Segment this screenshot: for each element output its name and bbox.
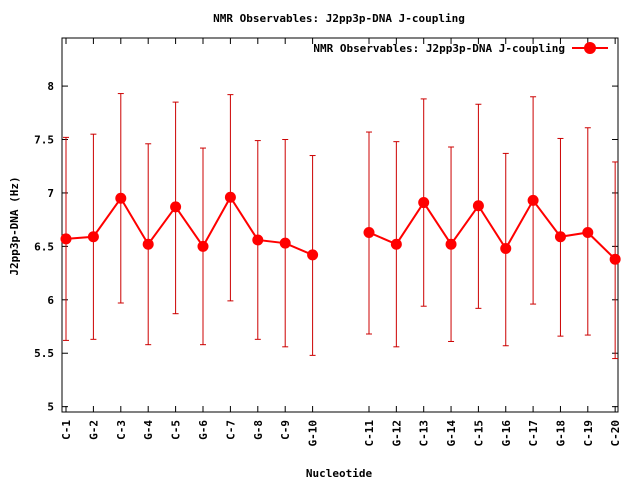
data-point bbox=[170, 201, 182, 213]
legend-label: NMR Observables: J2pp3p-DNA J-coupling bbox=[313, 42, 565, 55]
data-point bbox=[87, 231, 99, 243]
plot-frame bbox=[61, 37, 619, 413]
data-point bbox=[279, 237, 291, 249]
y-tick-label: 5 bbox=[47, 401, 54, 414]
data-point bbox=[445, 238, 457, 250]
x-tick-label: G-4 bbox=[142, 420, 155, 440]
data-point bbox=[609, 253, 621, 265]
data-point bbox=[472, 200, 484, 212]
y-tick-label: 6.5 bbox=[34, 240, 54, 253]
data-point bbox=[500, 243, 512, 255]
y-tick-label: 6 bbox=[47, 294, 54, 307]
x-tick-label: G-12 bbox=[390, 420, 403, 447]
x-tick-label: C-13 bbox=[418, 420, 431, 447]
data-point bbox=[115, 192, 127, 204]
data-point bbox=[418, 197, 430, 209]
x-tick-label: G-10 bbox=[307, 420, 320, 447]
x-axis-title: Nucleotide bbox=[306, 467, 373, 480]
legend: NMR Observables: J2pp3p-DNA J-coupling bbox=[313, 42, 608, 55]
y-tick-label: 8 bbox=[47, 80, 54, 93]
x-tick-label: G-18 bbox=[554, 420, 567, 447]
x-tick-label: G-14 bbox=[445, 420, 458, 447]
data-point bbox=[197, 240, 209, 252]
x-tick-label: C-11 bbox=[363, 420, 376, 447]
data-point bbox=[554, 231, 566, 243]
data-point bbox=[224, 191, 236, 203]
chart-title: NMR Observables: J2pp3p-DNA J-coupling bbox=[213, 12, 465, 25]
x-tick-label: C-17 bbox=[527, 420, 540, 447]
series-line bbox=[65, 195, 313, 256]
x-tick-label: C-7 bbox=[224, 420, 237, 440]
data-point bbox=[142, 238, 154, 250]
x-tick-label: C-15 bbox=[472, 420, 485, 447]
x-tick-label: C-9 bbox=[279, 420, 292, 440]
data-point bbox=[60, 233, 72, 245]
x-tick-label: G-2 bbox=[87, 420, 100, 440]
data-point bbox=[363, 226, 375, 238]
data-point bbox=[390, 238, 402, 250]
data-point bbox=[252, 234, 264, 246]
x-tick-label: C-3 bbox=[115, 420, 128, 440]
data-point bbox=[307, 249, 319, 261]
x-tick-label: G-6 bbox=[197, 420, 210, 440]
x-tick-label: C-20 bbox=[609, 420, 622, 447]
series-line bbox=[368, 198, 616, 260]
x-tick-label: C-19 bbox=[582, 420, 595, 447]
y-axis-title: J2pp3p-DNA (Hz) bbox=[8, 176, 21, 275]
x-tick-label: C-5 bbox=[170, 420, 183, 440]
legend-marker bbox=[584, 42, 596, 54]
data-point bbox=[582, 226, 594, 238]
x-tick-label: G-16 bbox=[500, 420, 513, 447]
data-point bbox=[527, 194, 539, 206]
x-tick-label: G-8 bbox=[252, 420, 265, 440]
y-tick-label: 7.5 bbox=[34, 134, 54, 147]
y-tick-label: 7 bbox=[47, 187, 54, 200]
x-tick-label: C-1 bbox=[60, 420, 73, 440]
y-tick-label: 5.5 bbox=[34, 347, 54, 360]
